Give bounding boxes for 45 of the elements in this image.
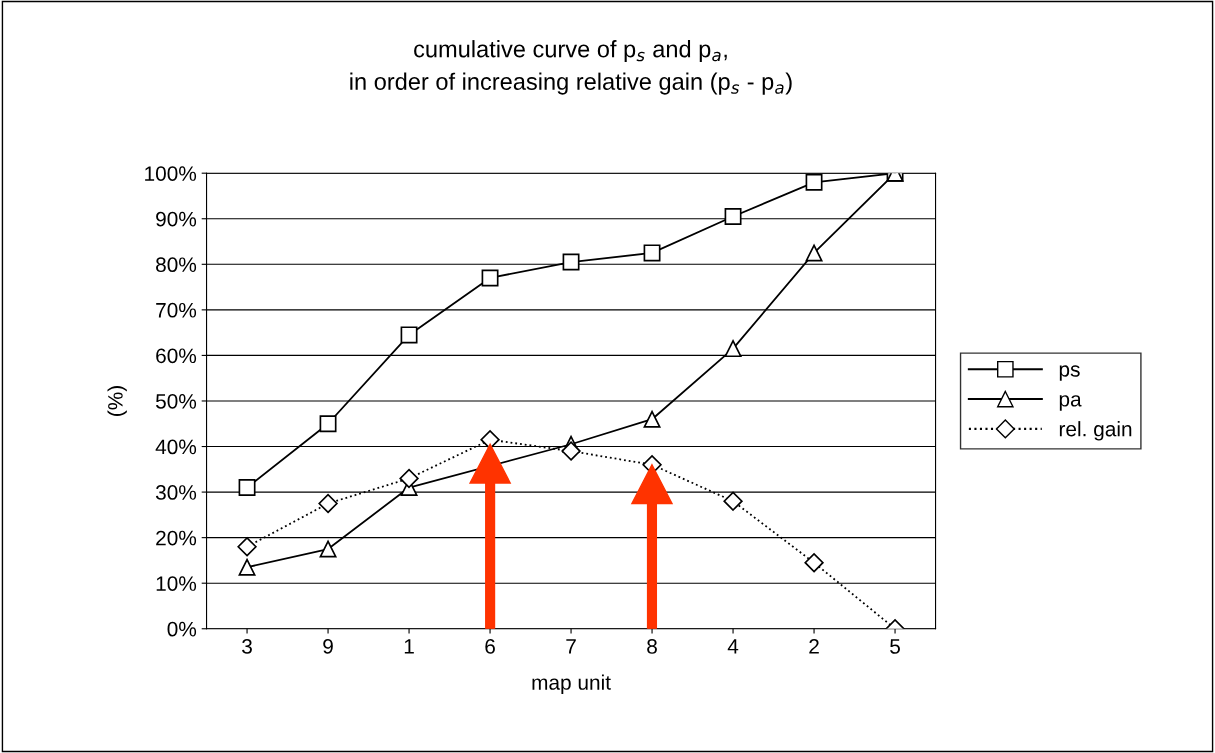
point [481,269,499,287]
y-tick-label: 30% [155,485,197,500]
point [561,441,581,461]
point [237,537,257,557]
x-tick-label: 1 [404,639,414,654]
x-tick-label: 5 [890,639,900,654]
point [724,340,742,358]
legend-label: rel. gain [1059,421,1132,441]
y-tick-label: 70% [156,302,197,318]
x-tick-label: 8 [647,639,657,654]
x-tick-label: 9 [323,639,333,654]
point [319,415,337,433]
y-tick-label: 80% [156,257,197,273]
x-tick-label: 7 [566,639,576,654]
point [643,244,661,262]
point [480,430,500,450]
point [319,540,337,558]
legend-label: pa [1059,395,1082,411]
y-tick-label: 100% [145,166,197,181]
x-tick-label: 4 [727,639,739,654]
point [723,491,743,511]
y-tick-label: 90% [156,211,197,227]
y-tick-label: 50% [155,393,197,409]
point [805,173,823,191]
y-axis-title: (%) [107,386,127,416]
x-tick-label: 3 [242,639,252,654]
y-tick-label: 20% [156,530,197,546]
y-tick-label: 60% [156,348,197,364]
y-tick-label: 10% [156,576,197,591]
point [400,326,418,344]
point [804,553,824,573]
point [318,493,338,514]
x-axis-title: map unit [532,674,611,694]
point [562,253,580,271]
y-tick-label: 0% [167,621,197,637]
point [643,410,661,428]
point [399,468,419,489]
point [238,479,256,497]
legend-label: ps [1059,365,1080,381]
x-tick-label: 2 [809,639,819,654]
x-tick-label: 6 [485,639,495,654]
chart-title: cumulative curve of p$_{s}$ and p$_{a}$, in order of increasing relative gain (p$_{s}$ - p$_{a}$) [350,40,792,95]
point [724,207,742,225]
y-tick-label: 40% [155,439,197,455]
point [805,244,823,262]
